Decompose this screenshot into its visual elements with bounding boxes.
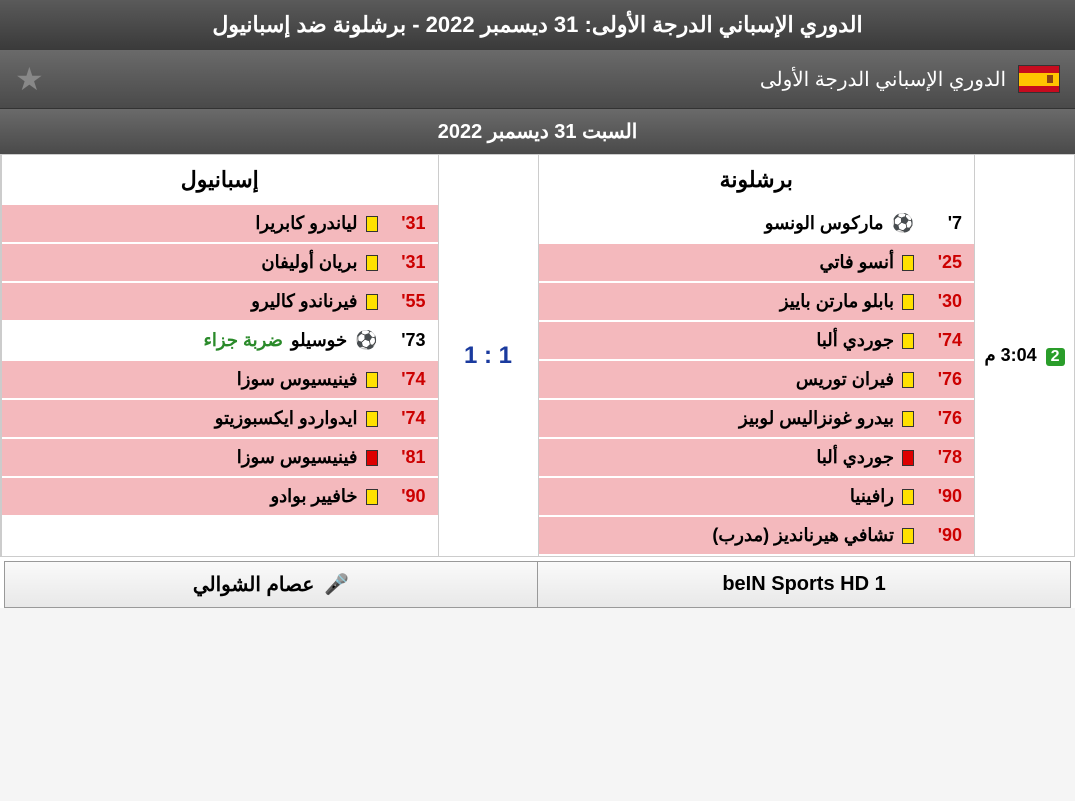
event-minute: 90'	[922, 486, 962, 507]
half-badge: 2	[1046, 348, 1065, 366]
event-row[interactable]: 81' فينيسيوس سوزا	[2, 439, 438, 478]
yellow-card-icon	[902, 489, 914, 505]
yellow-card-icon	[366, 255, 378, 271]
away-team-column: إسبانيول 31' لياندرو كابريرا 31' بريان أولي…	[1, 155, 438, 556]
home-team-column: برشلونة 7' ⚽ ماركوس الونسو 25' أنسو فاتي 30' ب…	[538, 155, 975, 556]
event-row[interactable]: 30' بابلو مارتن باييز	[539, 283, 975, 322]
time-text: 3:04 م	[984, 345, 1036, 365]
spain-flag-icon	[1018, 65, 1060, 93]
red-card-icon	[366, 450, 378, 466]
event-player: فينيسيوس سوزا	[237, 369, 358, 390]
event-row[interactable]: 90' رافينيا	[539, 478, 975, 517]
event-minute: 90'	[386, 486, 426, 507]
event-minute: 7'	[922, 213, 962, 234]
yellow-card-icon	[902, 333, 914, 349]
event-row[interactable]: 31' بريان أوليفان	[2, 244, 438, 283]
event-row[interactable]: 76' فيران توريس	[539, 361, 975, 400]
microphone-icon: 🎤	[324, 572, 349, 597]
event-minute: 74'	[922, 330, 962, 351]
event-player: تشافي هيرنانديز (مدرب)	[712, 525, 894, 546]
yellow-card-icon	[902, 255, 914, 271]
event-minute: 73'	[386, 330, 426, 351]
event-player: خوسيلو	[291, 330, 347, 351]
event-player: لياندرو كابريرا	[255, 213, 357, 234]
event-player: خافيير بوادو	[270, 486, 357, 507]
yellow-card-icon	[902, 294, 914, 310]
event-row[interactable]: 31' لياندرو كابريرا	[2, 205, 438, 244]
event-minute: 30'	[922, 291, 962, 312]
event-minute: 78'	[922, 447, 962, 468]
channel-name: beIN Sports HD 1	[722, 573, 885, 596]
event-minute: 76'	[922, 369, 962, 390]
event-player: ماركوس الونسو	[765, 213, 884, 234]
commentator-name: عصام الشوالي	[193, 572, 314, 597]
event-row[interactable]: 74' فينيسيوس سوزا	[2, 361, 438, 400]
event-row[interactable]: 74' جوردي ألبا	[539, 322, 975, 361]
league-name: الدوري الإسباني الدرجة الأولى	[760, 67, 1006, 92]
page-title: الدوري الإسباني الدرجة الأولى: 31 ديسمبر…	[0, 0, 1075, 50]
event-player: فينيسيوس سوزا	[237, 447, 358, 468]
event-player: فيرناندو كاليرو	[251, 291, 357, 312]
event-minute: 81'	[386, 447, 426, 468]
favorite-star-icon[interactable]: ★	[15, 60, 44, 98]
event-minute: 55'	[386, 291, 426, 312]
event-minute: 76'	[922, 408, 962, 429]
event-extra: ضربة جزاء	[203, 330, 282, 351]
event-player: فيران توريس	[796, 369, 894, 390]
event-minute: 74'	[386, 408, 426, 429]
match-date: السبت 31 ديسمبر 2022	[0, 108, 1075, 154]
channel-cell: beIN Sports HD 1	[537, 562, 1070, 607]
event-row[interactable]: 73' ⚽ خوسيلو ضربة جزاء	[2, 322, 438, 361]
broadcast-footer: beIN Sports HD 1 🎤 عصام الشوالي	[4, 561, 1071, 608]
event-row[interactable]: 7' ⚽ ماركوس الونسو	[539, 205, 975, 244]
event-player: أنسو فاتي	[820, 252, 894, 273]
event-minute: 74'	[386, 369, 426, 390]
event-player: بيدرو غونزاليس لوبيز	[739, 408, 894, 429]
event-row[interactable]: 78' جوردي ألبا	[539, 439, 975, 478]
event-row[interactable]: 25' أنسو فاتي	[539, 244, 975, 283]
yellow-card-icon	[366, 489, 378, 505]
away-team-name: إسبانيول	[2, 155, 438, 205]
event-row[interactable]: 76' بيدرو غونزاليس لوبيز	[539, 400, 975, 439]
event-row[interactable]: 90' خافيير بوادو	[2, 478, 438, 517]
event-player: ايدواردو ايكسبوزيتو	[215, 408, 358, 429]
event-row[interactable]: 74' ايدواردو ايكسبوزيتو	[2, 400, 438, 439]
event-player: جوردي ألبا	[816, 447, 894, 468]
event-row[interactable]: 55' فيرناندو كاليرو	[2, 283, 438, 322]
event-row[interactable]: 90' تشافي هيرنانديز (مدرب)	[539, 517, 975, 556]
yellow-card-icon	[902, 411, 914, 427]
match-time: 2 3:04 م	[974, 155, 1074, 556]
match-details: 2 3:04 م برشلونة 7' ⚽ ماركوس الونسو 25' أنسو…	[0, 154, 1075, 557]
event-minute: 31'	[386, 213, 426, 234]
ball-icon: ⚽	[892, 213, 914, 234]
event-player: جوردي ألبا	[816, 330, 894, 351]
event-minute: 31'	[386, 252, 426, 273]
yellow-card-icon	[366, 216, 378, 232]
red-card-icon	[902, 450, 914, 466]
ball-icon: ⚽	[355, 330, 377, 351]
home-team-name: برشلونة	[539, 155, 975, 205]
yellow-card-icon	[366, 372, 378, 388]
yellow-card-icon	[366, 294, 378, 310]
event-minute: 25'	[922, 252, 962, 273]
league-header: الدوري الإسباني الدرجة الأولى ★	[0, 50, 1075, 108]
match-score: 1 : 1	[438, 155, 538, 556]
event-minute: 90'	[922, 525, 962, 546]
event-player: بابلو مارتن باييز	[780, 291, 894, 312]
yellow-card-icon	[902, 528, 914, 544]
yellow-card-icon	[366, 411, 378, 427]
yellow-card-icon	[902, 372, 914, 388]
event-player: رافينيا	[850, 486, 894, 507]
commentator-cell: 🎤 عصام الشوالي	[5, 562, 537, 607]
event-player: بريان أوليفان	[261, 252, 357, 273]
